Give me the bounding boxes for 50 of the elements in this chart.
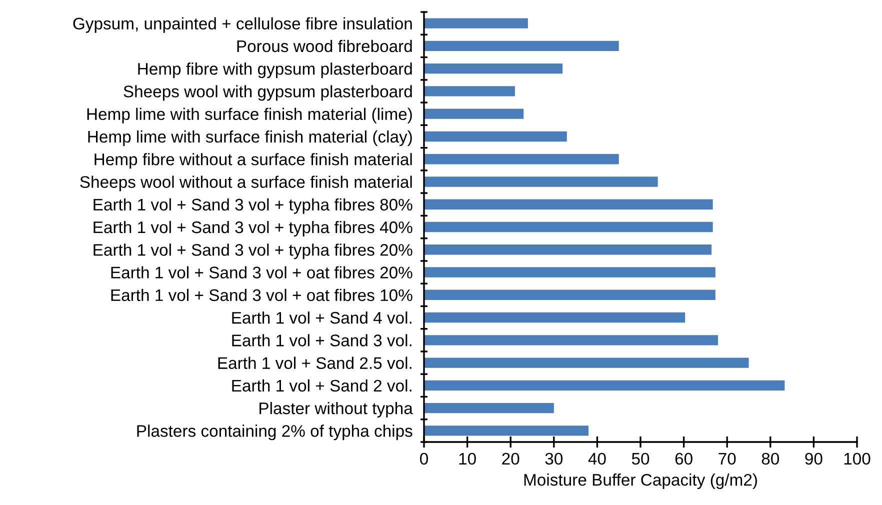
bar xyxy=(424,335,718,346)
bar xyxy=(424,426,589,436)
y-tick-label: Sheeps wool without a surface finish material xyxy=(80,176,412,192)
bar xyxy=(424,154,619,164)
y-tick-label: Gypsum, unpainted + cellulose fibre insulation xyxy=(73,17,412,33)
y-tick-label: Porous wood fibreboard xyxy=(237,40,412,52)
bar xyxy=(424,358,749,368)
y-tick-label: Plasters containing 2% of typha chips xyxy=(137,424,412,440)
y-tick-label: Hemp fibre with gypsum plasterboard xyxy=(138,62,412,78)
y-tick-label: Earth 1 vol + Sand 3 vol + typha fibres 80% xyxy=(94,198,412,214)
x-tick-label: 70 xyxy=(718,452,736,465)
y-tick-label: Earth 1 vol + Sand 3 vol + typha fibres 20% xyxy=(94,244,412,260)
bar xyxy=(424,131,567,142)
x-tick-label: 10 xyxy=(459,452,476,465)
x-tick-label: 60 xyxy=(675,452,692,465)
x-axis-title: Moisture Buffer Capacity (g/m2) xyxy=(524,474,757,490)
bar xyxy=(424,312,686,323)
x-tick-label: 100 xyxy=(844,452,870,465)
x-tick-label: 50 xyxy=(632,452,650,465)
bar xyxy=(424,402,554,414)
y-tick-label: Earth 1 vol + Sand 3 vol + oat fibres 10% xyxy=(111,288,412,302)
y-tick-label: Sheeps wool with gypsum plasterboard xyxy=(124,85,412,101)
y-tick-label: Hemp lime with surface finish material (clay) xyxy=(88,130,412,146)
bar xyxy=(424,222,713,232)
y-tick-label: Earth 1 vol + Sand 3 vol + oat fibres 20% xyxy=(111,266,412,278)
x-tick-label: 30 xyxy=(545,452,563,465)
bar xyxy=(424,244,712,255)
x-tick-label: 20 xyxy=(502,452,520,465)
bar xyxy=(424,290,716,300)
y-tick-label: Hemp lime with surface finish material (lime) xyxy=(87,108,412,124)
x-tick-label: 80 xyxy=(762,452,780,465)
y-tick-label: Earth 1 vol + Sand 3 vol. xyxy=(232,334,412,346)
bar xyxy=(424,108,524,119)
y-tick-label: Hemp fibre without a surface finish material xyxy=(94,153,412,169)
bar xyxy=(424,380,785,391)
bar xyxy=(424,176,658,187)
x-tick-label: 0 xyxy=(420,452,428,465)
bar xyxy=(424,63,563,74)
y-tick-label: Earth 1 vol + Sand 2.5 vol. xyxy=(218,356,412,369)
bar xyxy=(424,267,716,278)
y-tick-label: Plaster without typha xyxy=(260,402,413,418)
y-tick-label: Earth 1 vol + Sand 4 vol. xyxy=(232,311,412,324)
x-tick-label: 40 xyxy=(588,452,606,465)
bar xyxy=(424,40,619,52)
x-tick-label: 90 xyxy=(805,452,822,465)
bar xyxy=(424,18,528,28)
y-tick-label: Earth 1 vol + Sand 2 vol. xyxy=(232,379,412,392)
y-tick-label: Earth 1 vol + Sand 3 vol + typha fibres 40% xyxy=(94,220,412,236)
bar xyxy=(424,86,515,96)
bar xyxy=(424,199,713,210)
